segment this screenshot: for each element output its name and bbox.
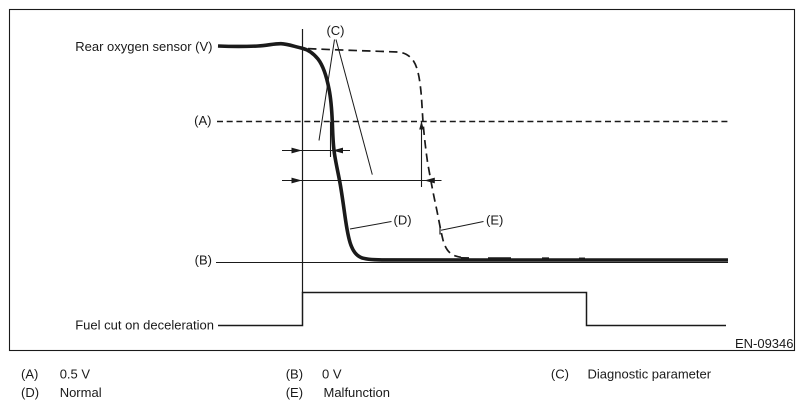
svg-text:0.5 V: 0.5 V <box>60 367 91 382</box>
svg-text:(A): (A) <box>194 113 211 128</box>
svg-text:(B): (B) <box>195 253 212 268</box>
svg-text:Fuel cut on deceleration: Fuel cut on deceleration <box>75 317 214 332</box>
svg-text:(E): (E) <box>486 212 503 227</box>
svg-text:0 V: 0 V <box>322 367 342 382</box>
svg-text:(E): (E) <box>286 385 303 400</box>
svg-text:EN-09346: EN-09346 <box>735 336 794 351</box>
svg-text:(C): (C) <box>551 367 569 382</box>
svg-text:(A): (A) <box>21 367 38 382</box>
svg-text:Rear oxygen sensor (V): Rear oxygen sensor (V) <box>75 39 212 54</box>
svg-text:Diagnostic parameter: Diagnostic parameter <box>588 367 712 382</box>
svg-text:(B): (B) <box>286 367 303 382</box>
svg-text:(D): (D) <box>394 212 412 227</box>
svg-text:(D): (D) <box>21 385 39 400</box>
svg-text:Normal: Normal <box>60 385 102 400</box>
svg-text:(C): (C) <box>326 23 344 38</box>
svg-text:Malfunction: Malfunction <box>324 385 390 400</box>
